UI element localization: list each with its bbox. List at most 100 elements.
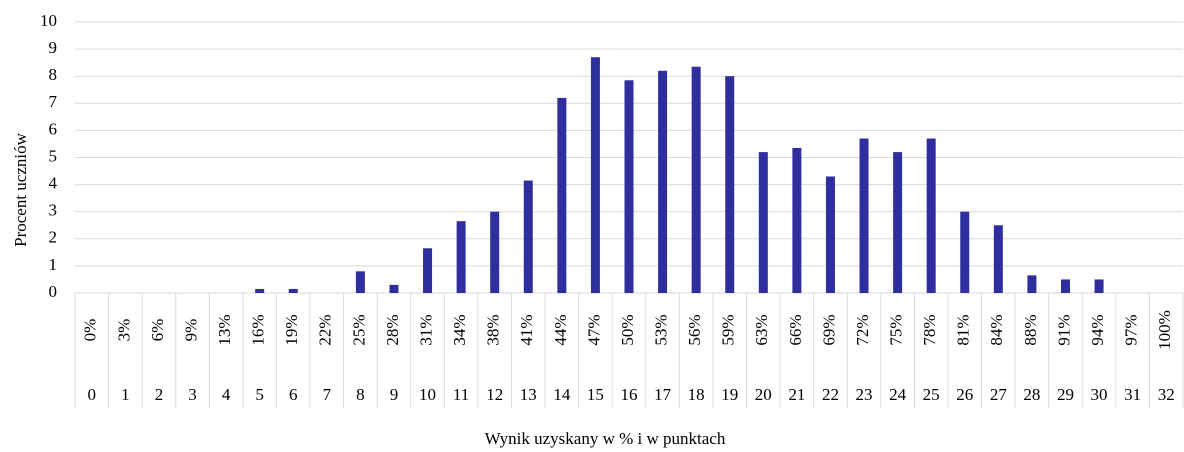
x-tick-label: 38% [484,314,503,345]
x-tick-label: 19% [282,314,301,345]
x-tick-label: 50% [618,314,637,345]
bar [490,211,500,293]
bar [1027,275,1037,293]
x-tick-label: 84% [987,314,1006,345]
bar [658,70,668,293]
x-tick-label: 0% [81,319,100,342]
bar [792,148,802,293]
bar [389,284,399,293]
bar [590,57,600,294]
x-point-label: 2 [155,385,164,404]
y-tick-label: 9 [49,38,58,57]
x-tick-label: 28% [383,314,402,345]
x-point-label: 4 [222,385,231,404]
x-point-label: 32 [1158,385,1175,404]
x-tick-label: 9% [181,319,200,342]
bar [1094,279,1104,293]
y-tick-label: 4 [49,174,58,193]
bar [960,211,970,293]
x-point-label: 9 [390,385,399,404]
x-point-label: 18 [688,385,705,404]
x-point-label: 10 [419,385,436,404]
x-tick-label: 13% [215,314,234,345]
y-tick-label: 1 [49,255,58,274]
bar [288,288,298,293]
bar [691,66,701,293]
bar [557,97,567,293]
x-tick-label: 81% [954,314,973,345]
x-tick-label: 97% [1122,314,1141,345]
x-tick-label: 25% [349,314,368,345]
bar [523,180,533,293]
bar [355,271,365,293]
x-tick-label: 34% [450,314,469,345]
bar [255,288,265,293]
y-axis-title: Procent uczniów [11,132,30,246]
x-point-label: 19 [721,385,738,404]
x-point-label: 31 [1124,385,1141,404]
x-point-label: 26 [956,385,973,404]
x-point-label: 6 [289,385,298,404]
x-point-label: 13 [520,385,537,404]
x-tick-label: 56% [685,314,704,345]
x-tick-label: 75% [887,314,906,345]
y-tick-label: 2 [49,228,58,247]
y-tick-label: 3 [49,201,58,220]
x-point-label: 23 [856,385,873,404]
x-point-label: 0 [88,385,97,404]
y-tick-label: 5 [49,146,58,165]
bar [993,225,1003,293]
x-point-label: 17 [654,385,672,404]
x-point-label: 15 [587,385,604,404]
x-tick-label: 31% [416,314,435,345]
x-tick-label: 72% [853,314,872,345]
x-tick-label: 66% [786,314,805,345]
bar [825,176,835,293]
y-tick-label: 0 [49,282,58,301]
x-tick-label: 53% [651,314,670,345]
x-tick-label: 3% [114,319,133,342]
x-point-label: 30 [1091,385,1108,404]
y-tick-label: 7 [49,92,58,111]
bar [1060,279,1070,293]
bar [926,138,936,293]
bar [423,248,433,293]
x-tick-label: 16% [249,314,268,345]
x-point-label: 8 [356,385,365,404]
x-point-label: 14 [553,385,571,404]
x-tick-label: 69% [819,314,838,345]
x-tick-label: 44% [551,314,570,345]
x-point-label: 29 [1057,385,1074,404]
bar [624,80,634,293]
y-tick-label: 10 [40,11,57,30]
x-tick-label: 78% [920,314,939,345]
x-point-label: 27 [990,385,1008,404]
x-tick-label: 91% [1054,314,1073,345]
bar [859,138,869,293]
x-point-label: 24 [889,385,907,404]
x-tick-label: 47% [584,314,603,345]
x-point-label: 1 [121,385,130,404]
bar [456,221,466,293]
x-point-label: 20 [755,385,772,404]
x-point-label: 25 [923,385,940,404]
x-point-label: 21 [788,385,805,404]
x-tick-label: 88% [1021,314,1040,345]
x-tick-label: 100% [1155,310,1174,350]
x-point-label: 16 [621,385,638,404]
bar [758,152,768,293]
x-point-label: 22 [822,385,839,404]
x-point-label: 3 [188,385,197,404]
x-tick-label: 59% [719,314,738,345]
x-point-label: 11 [453,385,469,404]
x-tick-label: 22% [316,314,335,345]
x-tick-label: 63% [752,314,771,345]
x-tick-label: 41% [517,314,536,345]
x-axis-title: Wynik uzyskany w % i w punktach [485,429,726,448]
x-tick-label: 6% [148,319,167,342]
x-point-label: 12 [486,385,503,404]
x-point-label: 28 [1023,385,1040,404]
y-tick-label: 6 [49,119,58,138]
bar [725,76,735,293]
